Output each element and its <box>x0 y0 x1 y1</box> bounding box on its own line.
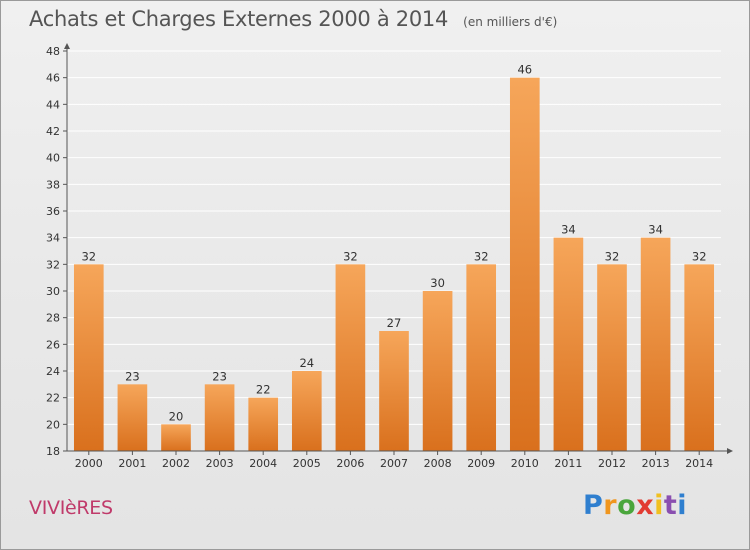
labels: 18 20 22 24 26 28 30 32 34 36 38 40 42 44 46 48 32 2000 23… <box>46 45 713 470</box>
value-label: 30 <box>430 276 445 290</box>
bars <box>73 77 715 452</box>
x-tick-label: 2003 <box>206 457 234 470</box>
chart-title: Achats et Charges Externes 2000 à 2014 <box>29 7 449 31</box>
bar <box>379 331 409 451</box>
x-tick-label: 2000 <box>75 457 103 470</box>
title-row: Achats et Charges Externes 2000 à 2014 (… <box>29 7 557 31</box>
chart-unit: (en milliers d'€) <box>463 15 558 29</box>
x-tick-label: 2007 <box>380 457 408 470</box>
value-label: 32 <box>692 249 707 263</box>
bar <box>291 371 322 451</box>
x-tick-label: 2010 <box>511 457 539 470</box>
x-tick-label: 2005 <box>293 457 321 470</box>
x-tick-label: 2012 <box>598 457 626 470</box>
y-tick-label: 18 <box>46 445 60 458</box>
bar <box>161 424 191 451</box>
y-tick-label: 30 <box>46 285 60 298</box>
value-label: 23 <box>212 369 227 383</box>
bar <box>73 264 104 451</box>
logo-letter: r <box>603 490 618 521</box>
value-label: 32 <box>343 249 358 263</box>
value-label: 46 <box>517 63 532 77</box>
logo-letter: i <box>677 490 688 521</box>
x-tick-label: 2002 <box>162 457 190 470</box>
y-tick-label: 28 <box>46 312 60 325</box>
y-tick-label: 48 <box>46 45 60 58</box>
y-tick-label: 36 <box>46 205 60 218</box>
value-label: 22 <box>256 383 271 397</box>
y-tick-label: 24 <box>46 365 60 378</box>
axes <box>63 43 733 455</box>
bar <box>640 237 671 451</box>
proxiti-logo: Proxiti <box>583 490 687 521</box>
y-tick-label: 44 <box>46 98 60 111</box>
logo-letter: i <box>654 490 664 521</box>
value-label: 34 <box>561 223 576 237</box>
value-label: 20 <box>169 409 184 423</box>
logo-letter: P <box>583 490 604 521</box>
value-label: 27 <box>387 316 402 330</box>
y-tick-label: 26 <box>46 338 60 351</box>
value-label: 32 <box>81 249 96 263</box>
bar <box>597 264 627 451</box>
bar <box>248 397 279 451</box>
x-tick-label: 2013 <box>642 457 670 470</box>
y-tick-label: 40 <box>46 152 60 165</box>
y-tick-label: 22 <box>46 392 60 405</box>
bar <box>335 264 366 451</box>
logo-letter: x <box>636 490 655 521</box>
bar <box>204 384 235 451</box>
y-tick-label: 34 <box>46 232 60 245</box>
value-label: 23 <box>125 369 140 383</box>
value-label: 34 <box>648 223 663 237</box>
x-tick-label: 2001 <box>118 457 146 470</box>
x-tick-label: 2004 <box>249 457 277 470</box>
x-tick-label: 2011 <box>554 457 582 470</box>
x-tick-label: 2014 <box>685 457 713 470</box>
bar <box>422 291 453 451</box>
bar <box>553 237 584 451</box>
bar <box>466 264 497 451</box>
y-tick-label: 20 <box>46 418 60 431</box>
logo-letter: o <box>617 490 637 521</box>
x-axis-arrow <box>727 448 733 454</box>
bar <box>509 77 540 452</box>
x-tick-label: 2006 <box>336 457 364 470</box>
value-label: 32 <box>605 249 620 263</box>
y-tick-label: 38 <box>46 178 60 191</box>
y-tick-label: 46 <box>46 72 60 85</box>
town-name: VIVIèRES <box>29 497 113 519</box>
value-label: 32 <box>474 249 489 263</box>
bar <box>684 264 715 451</box>
x-tick-label: 2008 <box>424 457 452 470</box>
bar <box>117 384 148 451</box>
x-tick-label: 2009 <box>467 457 495 470</box>
logo-letter: t <box>663 490 678 521</box>
y-axis-arrow <box>64 43 70 49</box>
y-tick-label: 32 <box>46 258 60 271</box>
y-tick-label: 42 <box>46 125 60 138</box>
value-label: 24 <box>299 356 314 370</box>
